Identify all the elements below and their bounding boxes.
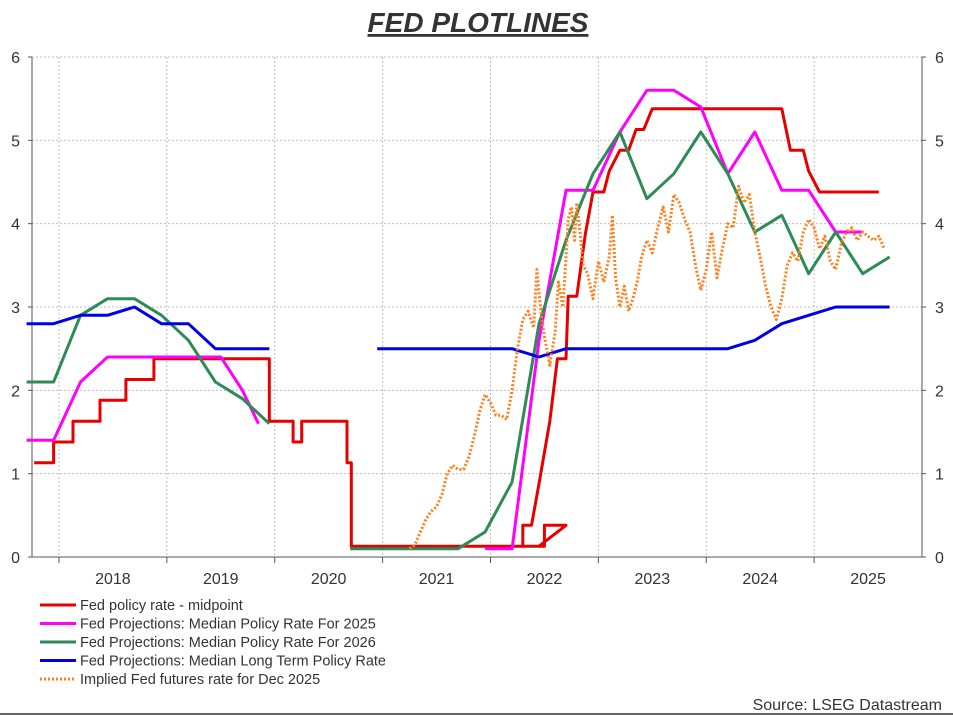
series-line-4 xyxy=(26,305,270,351)
y-tick-label-right: 5 xyxy=(935,133,944,150)
legend-label: Fed policy rate - midpoint xyxy=(80,598,243,614)
series-line-3 xyxy=(350,130,891,551)
y-tick-label-left: 2 xyxy=(11,383,20,400)
y-tick-label-right: 2 xyxy=(935,383,944,400)
legend-label: Fed Projections: Median Policy Rate For … xyxy=(80,635,376,651)
series-line-1 xyxy=(34,107,879,548)
x-tick-label: 2023 xyxy=(635,571,671,588)
x-tick-label: 2018 xyxy=(95,571,131,588)
y-tick-label-left: 5 xyxy=(11,133,20,150)
x-tick-label: 2025 xyxy=(850,571,886,588)
series-lines xyxy=(26,88,891,551)
y-tick-label-right: 0 xyxy=(935,550,944,567)
y-tick-label-left: 6 xyxy=(11,50,20,67)
y-tick-label-right: 3 xyxy=(935,300,944,317)
y-tick-label-right: 6 xyxy=(935,50,944,67)
series-line-4 xyxy=(377,305,890,359)
gridlines xyxy=(32,56,923,558)
series-line-2 xyxy=(485,88,863,551)
legend-label: Implied Fed futures rate for Dec 2025 xyxy=(80,672,320,688)
y-tick-label-left: 4 xyxy=(11,217,20,234)
x-tick-label: 2019 xyxy=(203,571,239,588)
y-tick-label-right: 4 xyxy=(935,217,944,234)
x-tick-label: 2024 xyxy=(742,571,778,588)
y-tick-label-right: 1 xyxy=(935,467,944,484)
x-tick-label: 2022 xyxy=(527,571,563,588)
chart-title: FED PLOTLINES xyxy=(368,7,589,38)
source-note: Source: LSEG Datastream xyxy=(753,697,942,714)
y-tick-label-left: 3 xyxy=(11,300,20,317)
legend-label: Fed Projections: Median Policy Rate For … xyxy=(80,617,376,633)
axes: 0 0 1 1 2 2 3 3 4 4 5 5 6 6 2018 2019 2020 2021 2022 2023 20… xyxy=(0,50,953,715)
y-tick-label-left: 1 xyxy=(11,467,20,484)
series-line-5 xyxy=(408,184,886,550)
y-tick-label-left: 0 xyxy=(11,550,20,567)
x-tick-label: 2020 xyxy=(311,571,347,588)
legend-label: Fed Projections: Median Long Term Policy… xyxy=(80,654,386,670)
series-line-3 xyxy=(26,297,271,425)
legend: Fed policy rate - midpoint Fed Projection… xyxy=(40,598,386,688)
x-tick-label: 2021 xyxy=(419,571,455,588)
series-line-2 xyxy=(26,355,260,442)
